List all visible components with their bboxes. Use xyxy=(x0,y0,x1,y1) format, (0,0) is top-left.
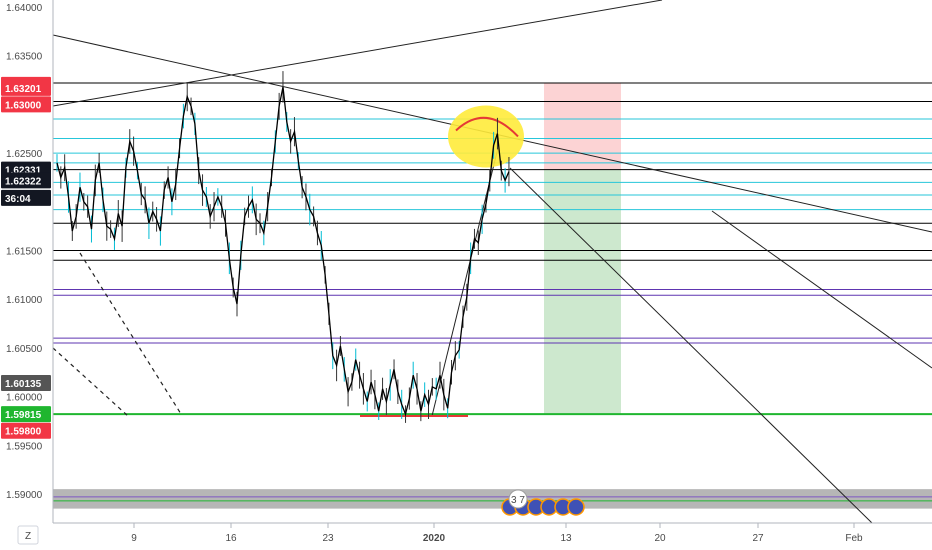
price-badge-label: 1.63000 xyxy=(5,100,42,111)
y-tick-label: 1.64000 xyxy=(6,3,43,14)
event-count-label: 3 7 xyxy=(511,495,525,506)
take-profit-zone[interactable] xyxy=(544,169,621,415)
x-tick-label: 13 xyxy=(560,533,572,544)
x-tick-label: 27 xyxy=(752,533,764,544)
price-badge-label: 1.60135 xyxy=(5,379,42,390)
stop-loss-zone[interactable] xyxy=(544,82,621,170)
price-line[interactable] xyxy=(56,86,510,417)
price-badge[interactable] xyxy=(1,172,51,189)
x-tick-label: 9 xyxy=(131,533,137,544)
price-badge[interactable] xyxy=(1,79,51,96)
y-tick-label: 1.63500 xyxy=(6,52,43,63)
y-tick-label: 1.61000 xyxy=(6,295,43,306)
event-icon[interactable] xyxy=(567,498,585,516)
x-tick-label: 23 xyxy=(322,533,334,544)
top-arc[interactable] xyxy=(455,116,519,138)
axis-corner-box[interactable] xyxy=(17,525,39,545)
y-tick-label: 1.62500 xyxy=(6,149,43,160)
x-tick-label: Feb xyxy=(845,533,863,544)
price-badge-label: 1.62331 xyxy=(5,166,42,177)
price-badge[interactable] xyxy=(1,374,51,391)
trend-line[interactable] xyxy=(431,147,499,417)
highlight-circle[interactable] xyxy=(448,105,524,168)
y-tick-label: 1.59500 xyxy=(6,441,43,452)
price-badge[interactable] xyxy=(1,189,51,206)
price-badge-label: 1.59800 xyxy=(5,427,42,438)
price-badge-label: 1.63201 xyxy=(5,84,42,95)
price-badge-label: 36:04 xyxy=(5,194,31,205)
y-tick-label: 1.60500 xyxy=(6,344,43,355)
price-badge[interactable] xyxy=(1,96,51,113)
trend-line[interactable] xyxy=(711,210,932,369)
dashed-trend-line[interactable] xyxy=(52,347,129,417)
y-tick-label: 1.60000 xyxy=(6,393,43,404)
y-tick-label: 1.61500 xyxy=(6,247,43,258)
x-tick-label: 20 xyxy=(654,533,666,544)
y-tick-label: 1.59000 xyxy=(6,490,43,501)
price-badge[interactable] xyxy=(1,406,51,423)
axis-corner-label: Z xyxy=(25,531,31,542)
trend-line[interactable] xyxy=(52,0,663,107)
x-tick-label: 2020 xyxy=(423,533,446,544)
price-badge[interactable] xyxy=(1,422,51,439)
bottom-band xyxy=(53,489,932,509)
trend-line[interactable] xyxy=(509,167,873,524)
price-badge-label: 1.62322 xyxy=(5,176,42,187)
event-count-badge[interactable] xyxy=(508,489,528,509)
x-tick-label: 16 xyxy=(225,533,237,544)
price-badge-label: 1.59815 xyxy=(5,410,42,421)
